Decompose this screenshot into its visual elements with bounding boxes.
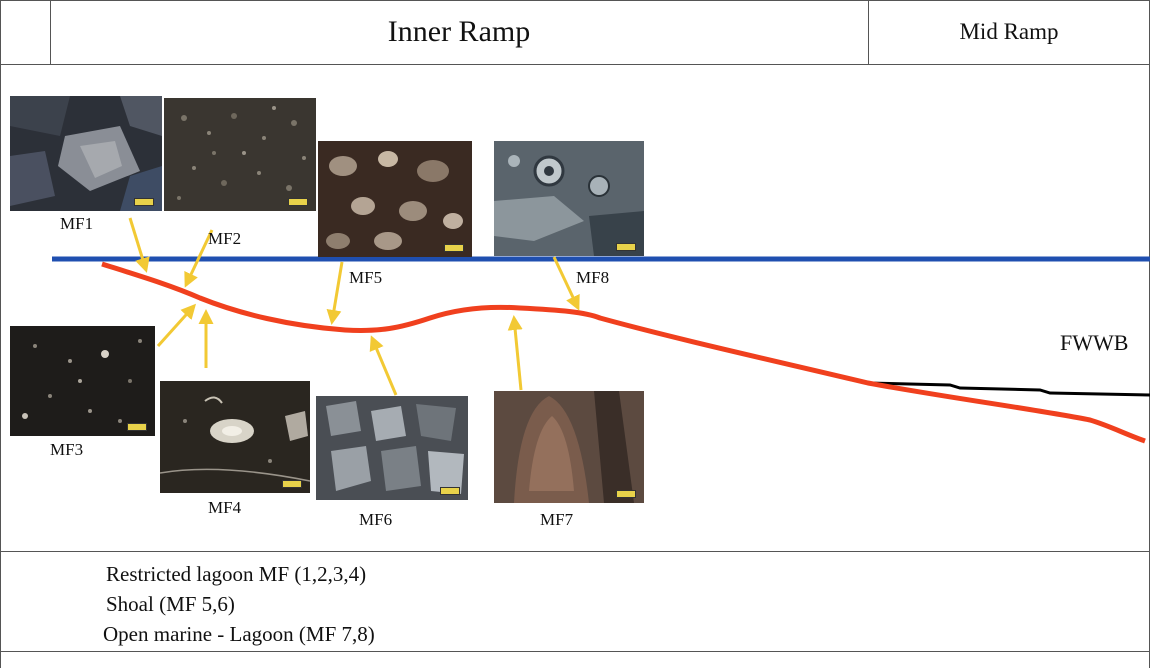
label-mf2: MF2 [208,229,242,248]
inner-ramp-header: Inner Ramp [387,15,531,48]
arrow-mf3 [156,303,197,348]
arrow-mf5 [326,261,344,325]
photo-mf8 [494,141,644,256]
legend-open-marine: Open marine - Lagoon (MF 7,8) [103,622,375,646]
label-mf1: MF1 [60,214,94,233]
photo-mf1 [10,96,162,211]
fwwb-line [867,381,1150,397]
photo-mf6 [316,396,468,500]
photo-mf3 [10,326,155,436]
label-mf7: MF7 [540,510,574,529]
arrow-mf6 [369,335,398,396]
label-mf5: MF5 [349,268,383,287]
label-mf3: MF3 [50,440,84,459]
seafloor-profile [101,261,1146,444]
label-mf8: MF8 [576,268,610,287]
mid-ramp-header: Mid Ramp [959,19,1059,44]
fwwb-label: FWWB [1060,330,1129,355]
photo-mf2 [164,98,316,211]
arrow-mf8 [552,256,580,311]
arrow-mf1 [128,217,150,273]
arrow-mf2 [184,229,214,288]
label-mf4: MF4 [208,498,242,517]
arrow-mf7 [507,315,523,391]
label-mf6: MF6 [359,510,393,529]
legend-shoal: Shoal (MF 5,6) [106,592,235,616]
photo-mf4 [160,381,310,493]
photo-mf7 [494,391,644,503]
legend-restricted-lagoon: Restricted lagoon MF (1,2,3,4) [106,562,367,586]
photo-mf5 [318,141,472,257]
